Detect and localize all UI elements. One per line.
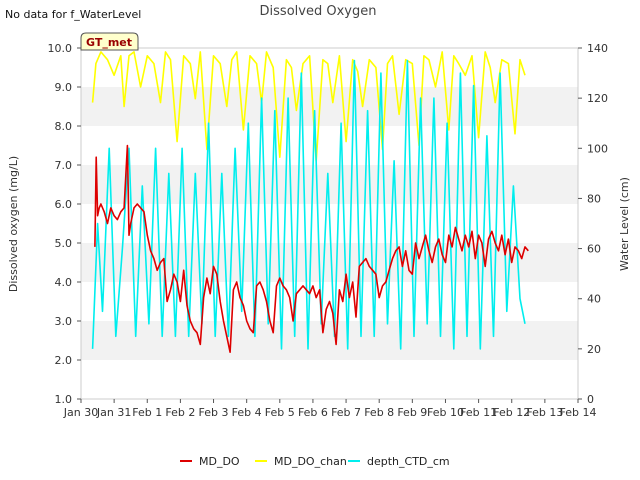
y-tick-label: 6.0 bbox=[55, 198, 73, 211]
x-tick-label: Feb 9 bbox=[397, 406, 427, 419]
y2-tick-label: 120 bbox=[587, 92, 608, 105]
y-tick-label: 3.0 bbox=[55, 315, 73, 328]
series-line-md-do bbox=[94, 144, 529, 354]
y-axis-right: 0 20 40 60 80 100 120 140 bbox=[578, 42, 608, 406]
y2-tick-label: 140 bbox=[587, 42, 608, 55]
badge-label: GT_met bbox=[86, 36, 132, 49]
x-tick-label: Feb 10 bbox=[427, 406, 464, 419]
grid-band bbox=[81, 87, 578, 126]
y2-tick-label: 0 bbox=[587, 393, 594, 406]
legend-label-md-do: MD_DO bbox=[199, 455, 240, 468]
series-line-depth-ctd-cm bbox=[91, 59, 526, 350]
x-tick-label: Feb 12 bbox=[493, 406, 530, 419]
legend-label-depth-ctd-cm: depth_CTD_cm bbox=[367, 455, 450, 468]
x-tick-label: Feb 5 bbox=[265, 406, 295, 419]
legend: MD_DO MD_DO_chan depth_CTD_cm bbox=[180, 455, 450, 468]
y-tick-label: 1.0 bbox=[55, 393, 73, 406]
y-axis-label: Dissolved oxygen (mg/L) bbox=[7, 156, 20, 292]
series-line-md-do-chan bbox=[91, 51, 526, 162]
y-axis-left: 1.0 2.0 3.0 4.0 5.0 6.0 7.0 8.0 9.0 10.0 bbox=[48, 42, 81, 406]
y2-tick-label: 100 bbox=[587, 142, 608, 155]
grid-band bbox=[81, 321, 578, 360]
y-tick-label: 9.0 bbox=[55, 81, 73, 94]
y2-tick-label: 20 bbox=[587, 343, 601, 356]
x-tick-label: Feb 6 bbox=[298, 406, 328, 419]
y-tick-label: 2.0 bbox=[55, 354, 73, 367]
x-tick-label: Feb 7 bbox=[331, 406, 361, 419]
series-lines bbox=[91, 51, 529, 354]
y-tick-label: 7.0 bbox=[55, 159, 73, 172]
x-tick-label: Feb 14 bbox=[560, 406, 597, 419]
y-tick-label: 8.0 bbox=[55, 120, 73, 133]
x-tick-label: Feb 3 bbox=[199, 406, 229, 419]
chart-title: Dissolved Oxygen bbox=[260, 4, 377, 19]
y-tick-label: 5.0 bbox=[55, 237, 73, 250]
badge-shape bbox=[80, 32, 139, 51]
y-tick-label: 4.0 bbox=[55, 276, 73, 289]
x-tick-label: Feb 11 bbox=[460, 406, 497, 419]
y2-tick-label: 60 bbox=[587, 243, 601, 256]
y2-tick-label: 80 bbox=[587, 192, 601, 205]
y2-axis-label: Water Level (cm) bbox=[618, 177, 631, 271]
y2-tick-label: 40 bbox=[587, 293, 601, 306]
legend-label-md-do-chan: MD_DO_chan bbox=[274, 455, 347, 468]
x-tick-label: Feb 2 bbox=[165, 406, 195, 419]
x-tick-label: Jan 30 bbox=[63, 406, 98, 419]
x-tick-label: Feb 4 bbox=[232, 406, 262, 419]
y-tick-label: 10.0 bbox=[48, 42, 73, 55]
x-tick-label: Feb 8 bbox=[364, 406, 394, 419]
station-badge: GT_met bbox=[80, 32, 139, 51]
x-tick-label: Jan 31 bbox=[96, 406, 131, 419]
no-data-notice: No data for f_WaterLevel bbox=[5, 8, 141, 21]
x-tick-label: Feb 13 bbox=[526, 406, 563, 419]
x-tick-label: Feb 1 bbox=[132, 406, 162, 419]
plot-frame bbox=[80, 47, 579, 400]
